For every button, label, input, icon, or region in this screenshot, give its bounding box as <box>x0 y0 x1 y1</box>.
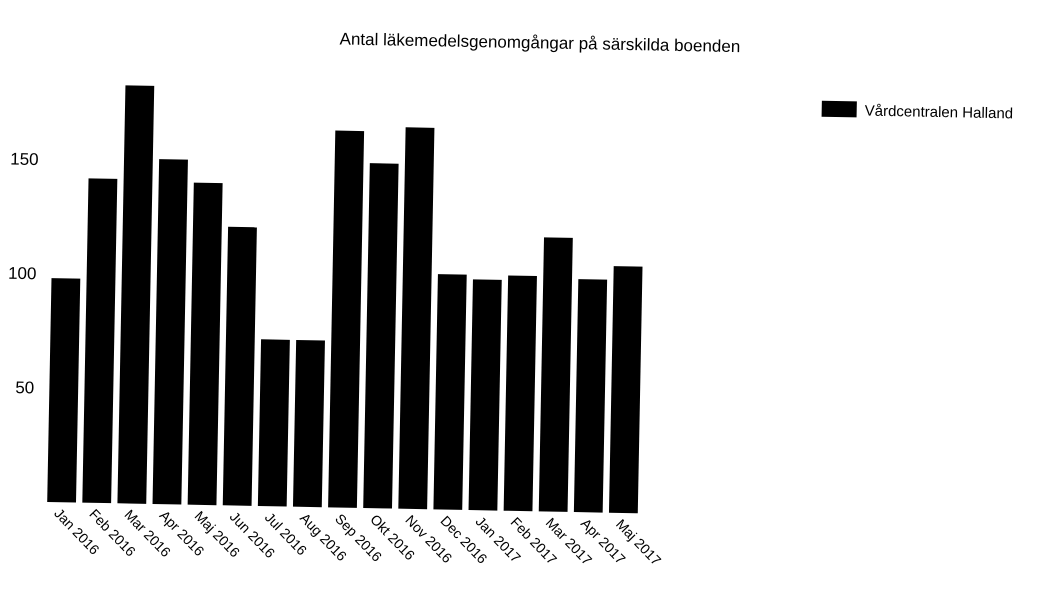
bar <box>398 127 435 510</box>
bar <box>433 274 467 510</box>
legend: Vårdcentralen Halland <box>821 100 1014 123</box>
chart-rotation-group: Antal läkemedelsgenomgångar på särskilda… <box>8 29 1014 569</box>
y-axis: 50 100 150 <box>8 150 39 398</box>
bar <box>152 159 188 505</box>
y-tick-label: 100 <box>8 264 37 284</box>
bar <box>328 130 365 508</box>
bar <box>292 339 325 508</box>
bar <box>573 279 608 513</box>
bar <box>503 275 537 512</box>
bars <box>47 85 643 514</box>
legend-label: Vårdcentralen Halland <box>865 103 1014 123</box>
bar <box>222 226 257 506</box>
bar <box>468 279 502 511</box>
bar <box>538 237 573 512</box>
bar <box>608 266 643 514</box>
bar <box>82 178 118 504</box>
chart-title: Antal läkemedelsgenomgångar på särskilda… <box>339 29 740 56</box>
y-tick-label: 50 <box>15 378 34 397</box>
bar <box>363 163 399 509</box>
y-tick-label: 150 <box>10 150 39 170</box>
bar <box>187 182 223 506</box>
bar <box>47 278 81 503</box>
bar <box>257 339 290 507</box>
bar <box>117 85 155 504</box>
legend-swatch <box>821 100 857 118</box>
